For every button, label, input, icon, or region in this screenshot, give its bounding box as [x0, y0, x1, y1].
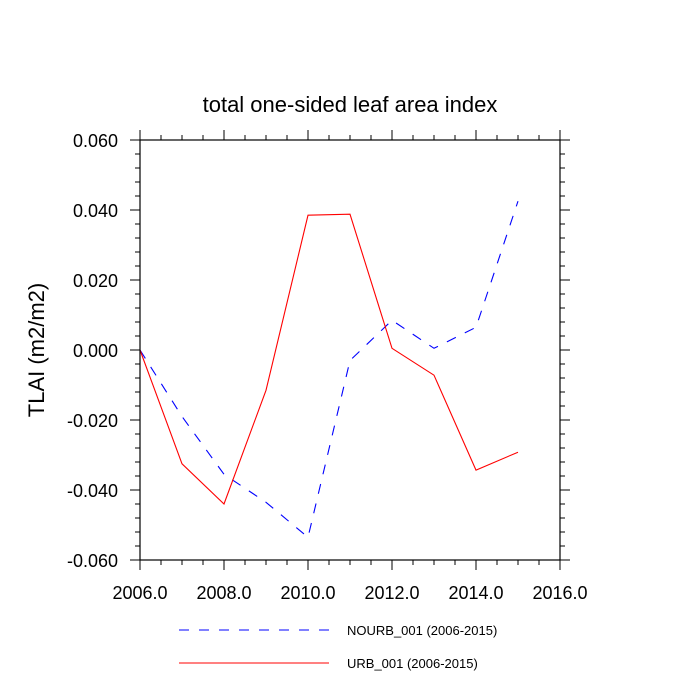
plot-frame	[139, 139, 561, 561]
data-series	[139, 201, 519, 539]
x-tick-label: 2014.0	[448, 583, 503, 603]
y-tick-label: 0.020	[73, 271, 118, 291]
y-tick-label: -0.040	[67, 481, 118, 501]
axis-tick-labels: 2006.0 2008.0 2010.0 2012.0 2014.0 2016.0 -0.0…	[67, 131, 588, 603]
legend-label: NOURB_001 (2006-2015)	[347, 623, 497, 638]
y-tick-label: -0.020	[67, 411, 118, 431]
x-tick-label: 2016.0	[532, 583, 587, 603]
chart-title: total one-sided leaf area index	[203, 92, 498, 117]
y-tick-label: 0.040	[73, 201, 118, 221]
axis-ticks	[130, 130, 570, 570]
x-tick-label: 2010.0	[280, 583, 335, 603]
x-tick-label: 2012.0	[364, 583, 419, 603]
y-tick-label: 0.000	[73, 341, 118, 361]
x-tick-label: 2006.0	[112, 583, 167, 603]
series-line-2	[139, 213, 519, 505]
y-axis-label: TLAI (m2/m2)	[24, 283, 49, 417]
legend: NOURB_001 (2006-2015) URB_001 (2006-2015)	[179, 623, 497, 671]
series-line-1	[139, 201, 519, 539]
x-tick-label: 2008.0	[196, 583, 251, 603]
legend-label: URB_001 (2006-2015)	[347, 656, 478, 671]
y-tick-label: -0.060	[67, 551, 118, 571]
y-tick-label: 0.060	[73, 131, 118, 151]
